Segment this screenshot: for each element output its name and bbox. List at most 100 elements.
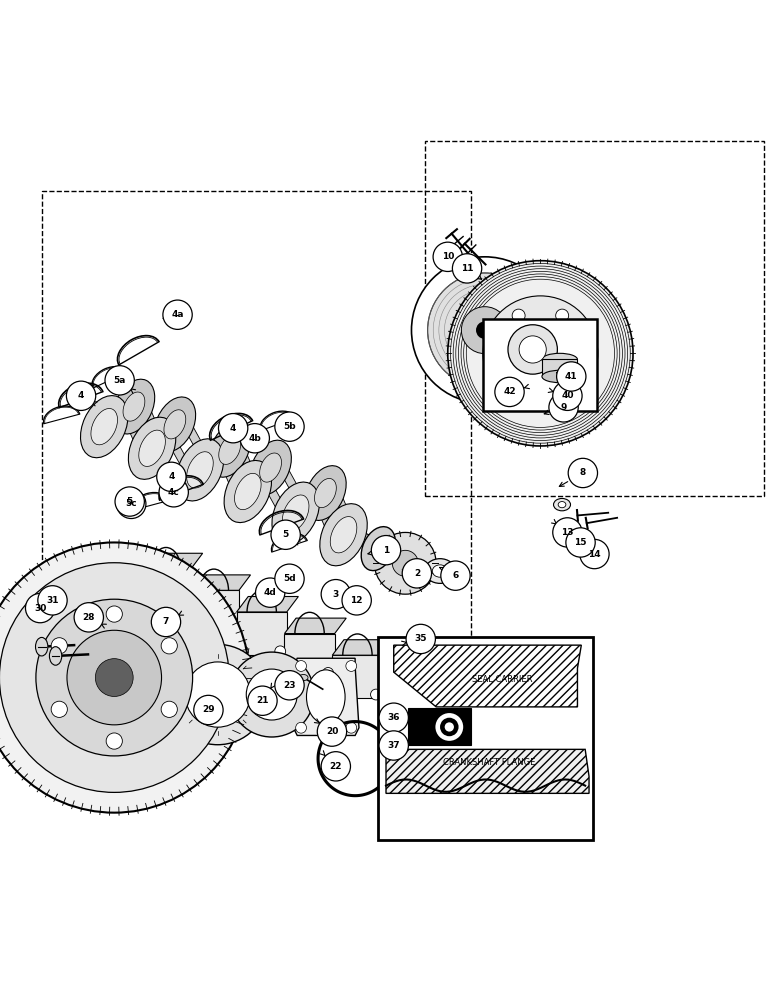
Polygon shape: [261, 464, 286, 527]
Text: 11: 11: [461, 264, 473, 273]
Polygon shape: [165, 420, 191, 484]
Circle shape: [528, 341, 553, 365]
Text: 5c: 5c: [125, 499, 137, 508]
Text: 41: 41: [565, 372, 577, 381]
Text: 22: 22: [330, 762, 342, 771]
Ellipse shape: [320, 504, 367, 566]
Ellipse shape: [209, 422, 250, 477]
Circle shape: [271, 520, 300, 549]
Circle shape: [508, 325, 557, 374]
Text: 10: 10: [442, 252, 454, 261]
Ellipse shape: [314, 478, 337, 508]
Polygon shape: [332, 640, 394, 655]
Ellipse shape: [164, 410, 186, 439]
Polygon shape: [125, 403, 143, 462]
Text: 37: 37: [388, 741, 400, 750]
Circle shape: [168, 644, 268, 745]
Ellipse shape: [187, 452, 213, 488]
Ellipse shape: [272, 482, 320, 544]
Ellipse shape: [49, 647, 62, 665]
Text: SEAL CARRIER: SEAL CARRIER: [472, 675, 532, 684]
Polygon shape: [141, 553, 202, 569]
Circle shape: [556, 309, 569, 322]
Ellipse shape: [154, 397, 195, 452]
Circle shape: [440, 718, 459, 736]
Ellipse shape: [425, 559, 455, 583]
Ellipse shape: [259, 453, 282, 482]
Ellipse shape: [113, 379, 154, 434]
Polygon shape: [185, 410, 209, 474]
Circle shape: [36, 599, 192, 756]
Circle shape: [435, 713, 463, 741]
Polygon shape: [95, 403, 125, 441]
Ellipse shape: [542, 370, 577, 383]
Circle shape: [67, 630, 161, 725]
Circle shape: [346, 722, 357, 733]
Bar: [542, 359, 577, 376]
Circle shape: [296, 722, 306, 733]
Circle shape: [462, 307, 508, 354]
Text: 40: 40: [561, 391, 574, 400]
Polygon shape: [239, 436, 257, 495]
Circle shape: [275, 564, 304, 593]
Circle shape: [371, 536, 401, 565]
Text: 29: 29: [202, 705, 215, 714]
Ellipse shape: [283, 495, 309, 531]
Text: 35: 35: [415, 634, 427, 643]
Circle shape: [392, 550, 418, 576]
Ellipse shape: [542, 353, 577, 366]
Circle shape: [161, 701, 178, 717]
Polygon shape: [144, 393, 161, 452]
Polygon shape: [191, 446, 221, 484]
Circle shape: [105, 366, 134, 395]
Circle shape: [190, 624, 201, 635]
Text: 31: 31: [46, 596, 59, 605]
Text: 5b: 5b: [283, 422, 296, 431]
Ellipse shape: [558, 502, 566, 508]
Ellipse shape: [224, 460, 272, 523]
Circle shape: [179, 603, 190, 613]
Text: 3: 3: [333, 590, 339, 599]
Circle shape: [117, 489, 146, 519]
Circle shape: [512, 309, 525, 322]
Circle shape: [0, 563, 229, 792]
Circle shape: [74, 603, 103, 632]
Text: 7: 7: [163, 617, 169, 626]
Text: 9: 9: [560, 403, 567, 412]
Circle shape: [317, 717, 347, 746]
Polygon shape: [257, 454, 279, 495]
Circle shape: [512, 385, 525, 398]
Circle shape: [379, 731, 408, 760]
Circle shape: [246, 669, 297, 720]
Circle shape: [286, 668, 296, 678]
Polygon shape: [286, 489, 317, 527]
Circle shape: [495, 377, 524, 407]
Circle shape: [95, 659, 134, 696]
Ellipse shape: [330, 517, 357, 553]
Circle shape: [452, 254, 482, 283]
Circle shape: [248, 686, 277, 715]
Text: 4c: 4c: [168, 488, 180, 497]
Polygon shape: [357, 529, 386, 556]
Polygon shape: [221, 446, 239, 505]
Ellipse shape: [361, 527, 395, 571]
Text: 4b: 4b: [249, 434, 261, 443]
Ellipse shape: [139, 430, 165, 466]
Circle shape: [159, 478, 188, 507]
Bar: [42, 191, 471, 670]
Polygon shape: [236, 612, 286, 655]
Bar: [378, 637, 593, 840]
Circle shape: [441, 561, 470, 590]
Circle shape: [549, 393, 578, 422]
Circle shape: [374, 532, 436, 594]
Polygon shape: [189, 575, 250, 590]
Polygon shape: [141, 569, 191, 612]
Circle shape: [163, 300, 192, 329]
Circle shape: [296, 661, 306, 671]
Text: 2: 2: [414, 569, 420, 578]
Circle shape: [38, 586, 67, 615]
Circle shape: [411, 257, 558, 403]
Circle shape: [25, 593, 55, 623]
Ellipse shape: [176, 439, 224, 501]
Text: 6: 6: [452, 571, 459, 580]
